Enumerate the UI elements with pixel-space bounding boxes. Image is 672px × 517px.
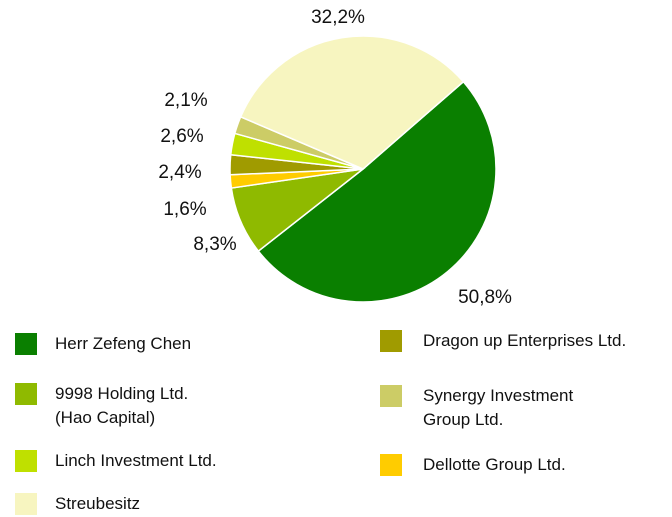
legend-label: Herr Zefeng Chen — [55, 334, 191, 353]
legend-swatch — [380, 330, 402, 352]
slice-label: 8,3% — [193, 234, 236, 255]
slice-label: 2,4% — [158, 162, 201, 183]
legend-label: Synergy Investment Group Ltd. — [423, 386, 574, 429]
legend-swatch — [15, 333, 37, 355]
legend-label: Streubesitz — [55, 494, 140, 513]
legend-swatch — [15, 450, 37, 472]
legend-swatch — [380, 454, 402, 476]
legend-label: Dragon up Enterprises Ltd. — [423, 331, 626, 350]
slice-label: 50,8% — [458, 287, 512, 308]
legend-swatch — [15, 493, 37, 515]
pie-slice — [239, 35, 465, 170]
legend-label: Linch Investment Ltd. — [55, 451, 217, 470]
pie-slice — [257, 80, 497, 303]
legend-label: Dellotte Group Ltd. — [423, 455, 566, 474]
legend-swatch — [380, 385, 402, 407]
slice-label: 32,2% — [311, 7, 365, 28]
slice-label: 1,6% — [163, 199, 206, 220]
slice-label: 2,1% — [164, 90, 207, 111]
slice-label: 2,6% — [160, 126, 203, 147]
legend-label: 9998 Holding Ltd. (Hao Capital) — [55, 384, 188, 427]
legend-swatch — [15, 383, 37, 405]
